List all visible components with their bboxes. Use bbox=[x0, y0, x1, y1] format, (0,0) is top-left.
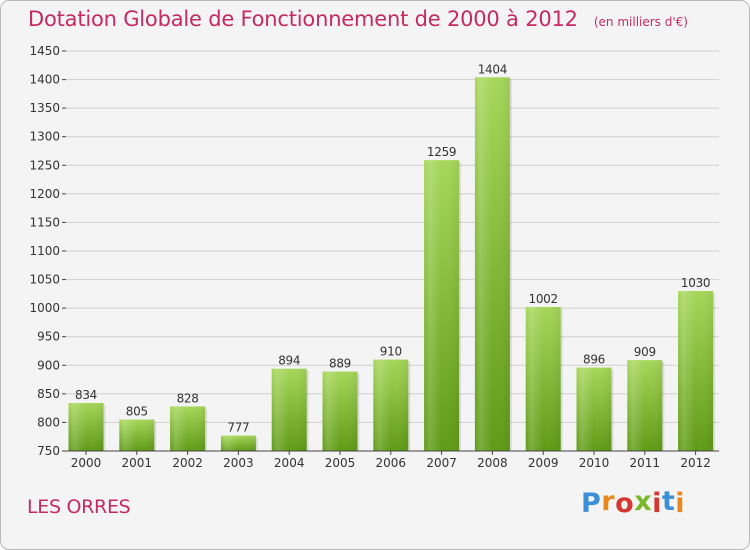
bar-highlight bbox=[474, 77, 510, 452]
x-tick-label: 2007 bbox=[426, 456, 457, 470]
bar-highlight bbox=[271, 368, 307, 451]
x-tick-label: 2002 bbox=[172, 456, 203, 470]
y-tick-label: 1050 bbox=[29, 273, 60, 287]
y-tick-label: 1450 bbox=[29, 44, 60, 58]
x-tick-label: 2001 bbox=[122, 456, 153, 470]
x-tick-label: 2011 bbox=[630, 456, 661, 470]
y-tick-label: 1100 bbox=[29, 244, 60, 258]
bar-highlight bbox=[424, 160, 460, 451]
y-tick-label: 1150 bbox=[29, 215, 60, 229]
bar-highlight bbox=[678, 291, 714, 451]
x-tick-label: 2006 bbox=[376, 456, 407, 470]
x-axis-ticks: 2000 2001 2002 2003 2004 2005 2006 2007 2008 2009… bbox=[71, 451, 711, 470]
data-label: 909 bbox=[634, 345, 656, 359]
data-label: 910 bbox=[380, 345, 402, 359]
chart-title: Dotation Globale de Fonctionnement de 20… bbox=[28, 7, 688, 31]
y-tick-label: 900 bbox=[37, 358, 60, 372]
x-tick-label: 2012 bbox=[680, 456, 711, 470]
data-label: 828 bbox=[177, 391, 199, 405]
y-tick-label: 950 bbox=[37, 330, 60, 344]
bar-highlight bbox=[576, 367, 612, 451]
commune-name: LES ORRES bbox=[27, 496, 131, 518]
logo-letter: x bbox=[634, 486, 653, 517]
logo-letter: r bbox=[601, 486, 616, 517]
bar-highlight bbox=[627, 360, 663, 451]
logo-letter: P bbox=[581, 488, 602, 519]
logo-letter: i bbox=[652, 488, 662, 519]
y-axis-ticks: 750 800 850 900 950 1000 1050 1100 1150 1200 1250 1… bbox=[29, 44, 66, 458]
data-label: 1002 bbox=[529, 292, 558, 306]
bar-highlight bbox=[68, 403, 104, 451]
y-tick-label: 1250 bbox=[29, 158, 60, 172]
y-tick-label: 800 bbox=[37, 415, 60, 429]
bar-highlight bbox=[170, 406, 206, 451]
data-label: 834 bbox=[75, 388, 97, 402]
data-label: 896 bbox=[583, 353, 605, 367]
x-tick-label: 2009 bbox=[528, 456, 559, 470]
x-tick-label: 2008 bbox=[477, 456, 508, 470]
y-tick-label: 1200 bbox=[29, 187, 60, 201]
bar-highlight bbox=[373, 359, 409, 451]
data-label: 1030 bbox=[681, 276, 710, 290]
y-tick-label: 750 bbox=[37, 444, 60, 458]
x-tick-label: 2005 bbox=[325, 456, 356, 470]
logo-letter: t bbox=[661, 486, 676, 517]
data-label: 805 bbox=[126, 405, 148, 419]
y-tick-label: 1350 bbox=[29, 101, 60, 115]
data-label: 1404 bbox=[478, 62, 507, 76]
bar-highlight bbox=[220, 435, 256, 451]
data-label: 1259 bbox=[427, 145, 456, 159]
y-tick-label: 850 bbox=[37, 387, 60, 401]
data-labels: 834 805 828 777 894 889 910 1259 1404 1002 896 909 1… bbox=[75, 62, 711, 435]
x-tick-label: 2003 bbox=[223, 456, 254, 470]
y-tick-label: 1300 bbox=[29, 130, 60, 144]
proxiti-logo: Proxiti bbox=[581, 486, 686, 519]
data-label: 894 bbox=[278, 354, 300, 368]
bar-highlight bbox=[119, 419, 155, 451]
y-tick-label: 1000 bbox=[29, 301, 60, 315]
title-text: Dotation Globale de Fonctionnement de 20… bbox=[28, 7, 578, 31]
x-tick-label: 2010 bbox=[579, 456, 610, 470]
data-label: 777 bbox=[227, 421, 249, 435]
x-tick-label: 2004 bbox=[274, 456, 305, 470]
bars bbox=[68, 77, 716, 452]
x-tick-label: 2000 bbox=[71, 456, 102, 470]
data-label: 889 bbox=[329, 357, 351, 371]
bar-highlight bbox=[322, 371, 358, 451]
logo-letter: o bbox=[615, 488, 635, 519]
unit-note: (en milliers d'€) bbox=[593, 15, 688, 29]
y-tick-label: 1400 bbox=[29, 73, 60, 87]
bar-highlight bbox=[525, 307, 561, 451]
logo-letter: i bbox=[675, 488, 686, 519]
